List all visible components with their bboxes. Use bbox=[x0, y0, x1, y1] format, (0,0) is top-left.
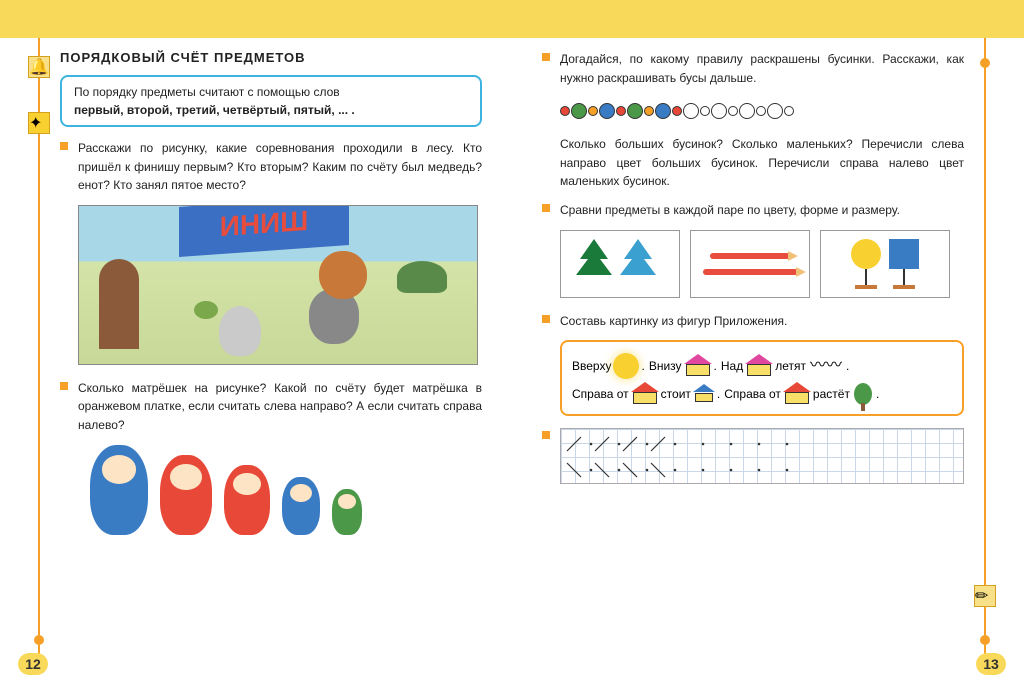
comp-word: Справа от bbox=[724, 382, 781, 406]
bullet-icon bbox=[60, 142, 68, 150]
right-margin-rule bbox=[984, 38, 986, 655]
page-number-left: 12 bbox=[18, 653, 48, 675]
comp-word: Вверху bbox=[572, 354, 611, 378]
composition-box: Вверху . Внизу . Над летят 〰〰. Справа от… bbox=[560, 340, 964, 416]
pencil-shape bbox=[703, 269, 798, 275]
bead bbox=[756, 106, 766, 116]
task-3: Догадайся, по какому правилу раскрашены … bbox=[542, 50, 964, 87]
bullet-icon bbox=[542, 431, 550, 439]
task-text: Составь картинку из фигур Приложения. bbox=[560, 314, 787, 328]
matryoshka bbox=[90, 445, 148, 535]
task-text: Догадайся, по какому правилу раскрашены … bbox=[560, 52, 964, 85]
bear-character bbox=[319, 251, 367, 299]
task-4: Сравни предметы в каждой паре по цвету, … bbox=[542, 201, 964, 220]
compare-lamps bbox=[820, 230, 950, 298]
bead bbox=[560, 106, 570, 116]
bullet-icon bbox=[542, 204, 550, 212]
info-text-line1: По порядку предметы считают с помощью сл… bbox=[74, 85, 340, 99]
book-spread: 🔔 ✦ ПОРЯДКОВЫЙ СЧЁТ ПРЕДМЕТОВ По порядку… bbox=[0, 38, 1024, 685]
bead bbox=[588, 106, 598, 116]
bullet-icon bbox=[542, 53, 550, 61]
writing-grid bbox=[560, 428, 964, 484]
tree-icon bbox=[854, 383, 872, 405]
bead bbox=[728, 106, 738, 116]
comp-word: стоит bbox=[661, 382, 691, 406]
bullet-icon bbox=[542, 315, 550, 323]
house-icon bbox=[785, 384, 809, 404]
bead bbox=[767, 103, 783, 119]
finish-flag: ИНИШ bbox=[179, 205, 349, 257]
bead bbox=[571, 103, 587, 119]
page-number-right: 13 bbox=[976, 653, 1006, 675]
star-icon: ✦ bbox=[28, 112, 50, 134]
frog-character bbox=[194, 301, 218, 319]
comp-word: летят bbox=[775, 354, 806, 378]
task-text: Расскажи по рисунку, какие соревнования … bbox=[78, 141, 482, 192]
bead bbox=[784, 106, 794, 116]
page-left: 🔔 ✦ ПОРЯДКОВЫЙ СЧЁТ ПРЕДМЕТОВ По порядку… bbox=[0, 38, 512, 685]
house-icon bbox=[747, 356, 771, 376]
compare-trees bbox=[560, 230, 680, 298]
birds-icon: 〰〰 bbox=[810, 350, 842, 382]
task-text: Сколько матрёшек на рисунке? Какой по сч… bbox=[78, 381, 482, 432]
bell-icon: 🔔 bbox=[28, 56, 50, 78]
task-1: Расскажи по рисунку, какие соревнования … bbox=[60, 139, 482, 195]
bead bbox=[672, 106, 682, 116]
comp-word: Внизу bbox=[649, 354, 682, 378]
bead bbox=[644, 106, 654, 116]
house-small-icon bbox=[695, 386, 713, 402]
comp-word: Над bbox=[721, 354, 743, 378]
compare-row bbox=[560, 230, 964, 298]
info-text-line2: первый, второй, третий, четвёртый, пятый… bbox=[74, 103, 355, 117]
decorative-header bbox=[0, 0, 1024, 38]
race-illustration: ИНИШ bbox=[78, 205, 478, 365]
section-heading: ПОРЯДКОВЫЙ СЧЁТ ПРЕДМЕТОВ bbox=[60, 50, 482, 65]
house-icon bbox=[633, 384, 657, 404]
task-2: Сколько матрёшек на рисунке? Какой по сч… bbox=[60, 379, 482, 435]
comp-word: растёт bbox=[813, 382, 850, 406]
bullet-icon bbox=[60, 382, 68, 390]
margin-dot bbox=[980, 635, 990, 645]
matryoshka bbox=[282, 477, 320, 535]
house-icon bbox=[686, 356, 710, 376]
bead bbox=[627, 103, 643, 119]
moose-character bbox=[99, 259, 139, 349]
comp-word: Справа от bbox=[572, 382, 629, 406]
bead bbox=[739, 103, 755, 119]
pencil-icon: ✏ bbox=[974, 585, 996, 607]
compare-pencils bbox=[690, 230, 810, 298]
bead bbox=[700, 106, 710, 116]
rabbit-character bbox=[219, 306, 261, 356]
matryoshka-row bbox=[90, 445, 482, 535]
task-3b: Сколько больших бусинок? Сколько маленьк… bbox=[542, 135, 964, 191]
beads-row bbox=[560, 97, 964, 125]
sun-icon bbox=[615, 355, 637, 377]
page-right: ✏ Догадайся, по какому правилу раскрашен… bbox=[512, 38, 1024, 685]
margin-dot bbox=[34, 635, 44, 645]
bead bbox=[655, 103, 671, 119]
pencil-shape bbox=[710, 253, 790, 259]
task-5: Составь картинку из фигур Приложения. bbox=[542, 312, 964, 331]
bead bbox=[711, 103, 727, 119]
task-text: Сколько больших бусинок? Сколько маленьк… bbox=[560, 137, 964, 188]
bead bbox=[616, 106, 626, 116]
matryoshka bbox=[224, 465, 270, 535]
margin-dot bbox=[980, 58, 990, 68]
bead bbox=[599, 103, 615, 119]
matryoshka bbox=[332, 489, 362, 535]
task-text: Сравни предметы в каждой паре по цвету, … bbox=[560, 203, 900, 217]
matryoshka bbox=[160, 455, 212, 535]
bead bbox=[683, 103, 699, 119]
turtle-character bbox=[397, 261, 447, 293]
definition-box: По порядку предметы считают с помощью сл… bbox=[60, 75, 482, 127]
